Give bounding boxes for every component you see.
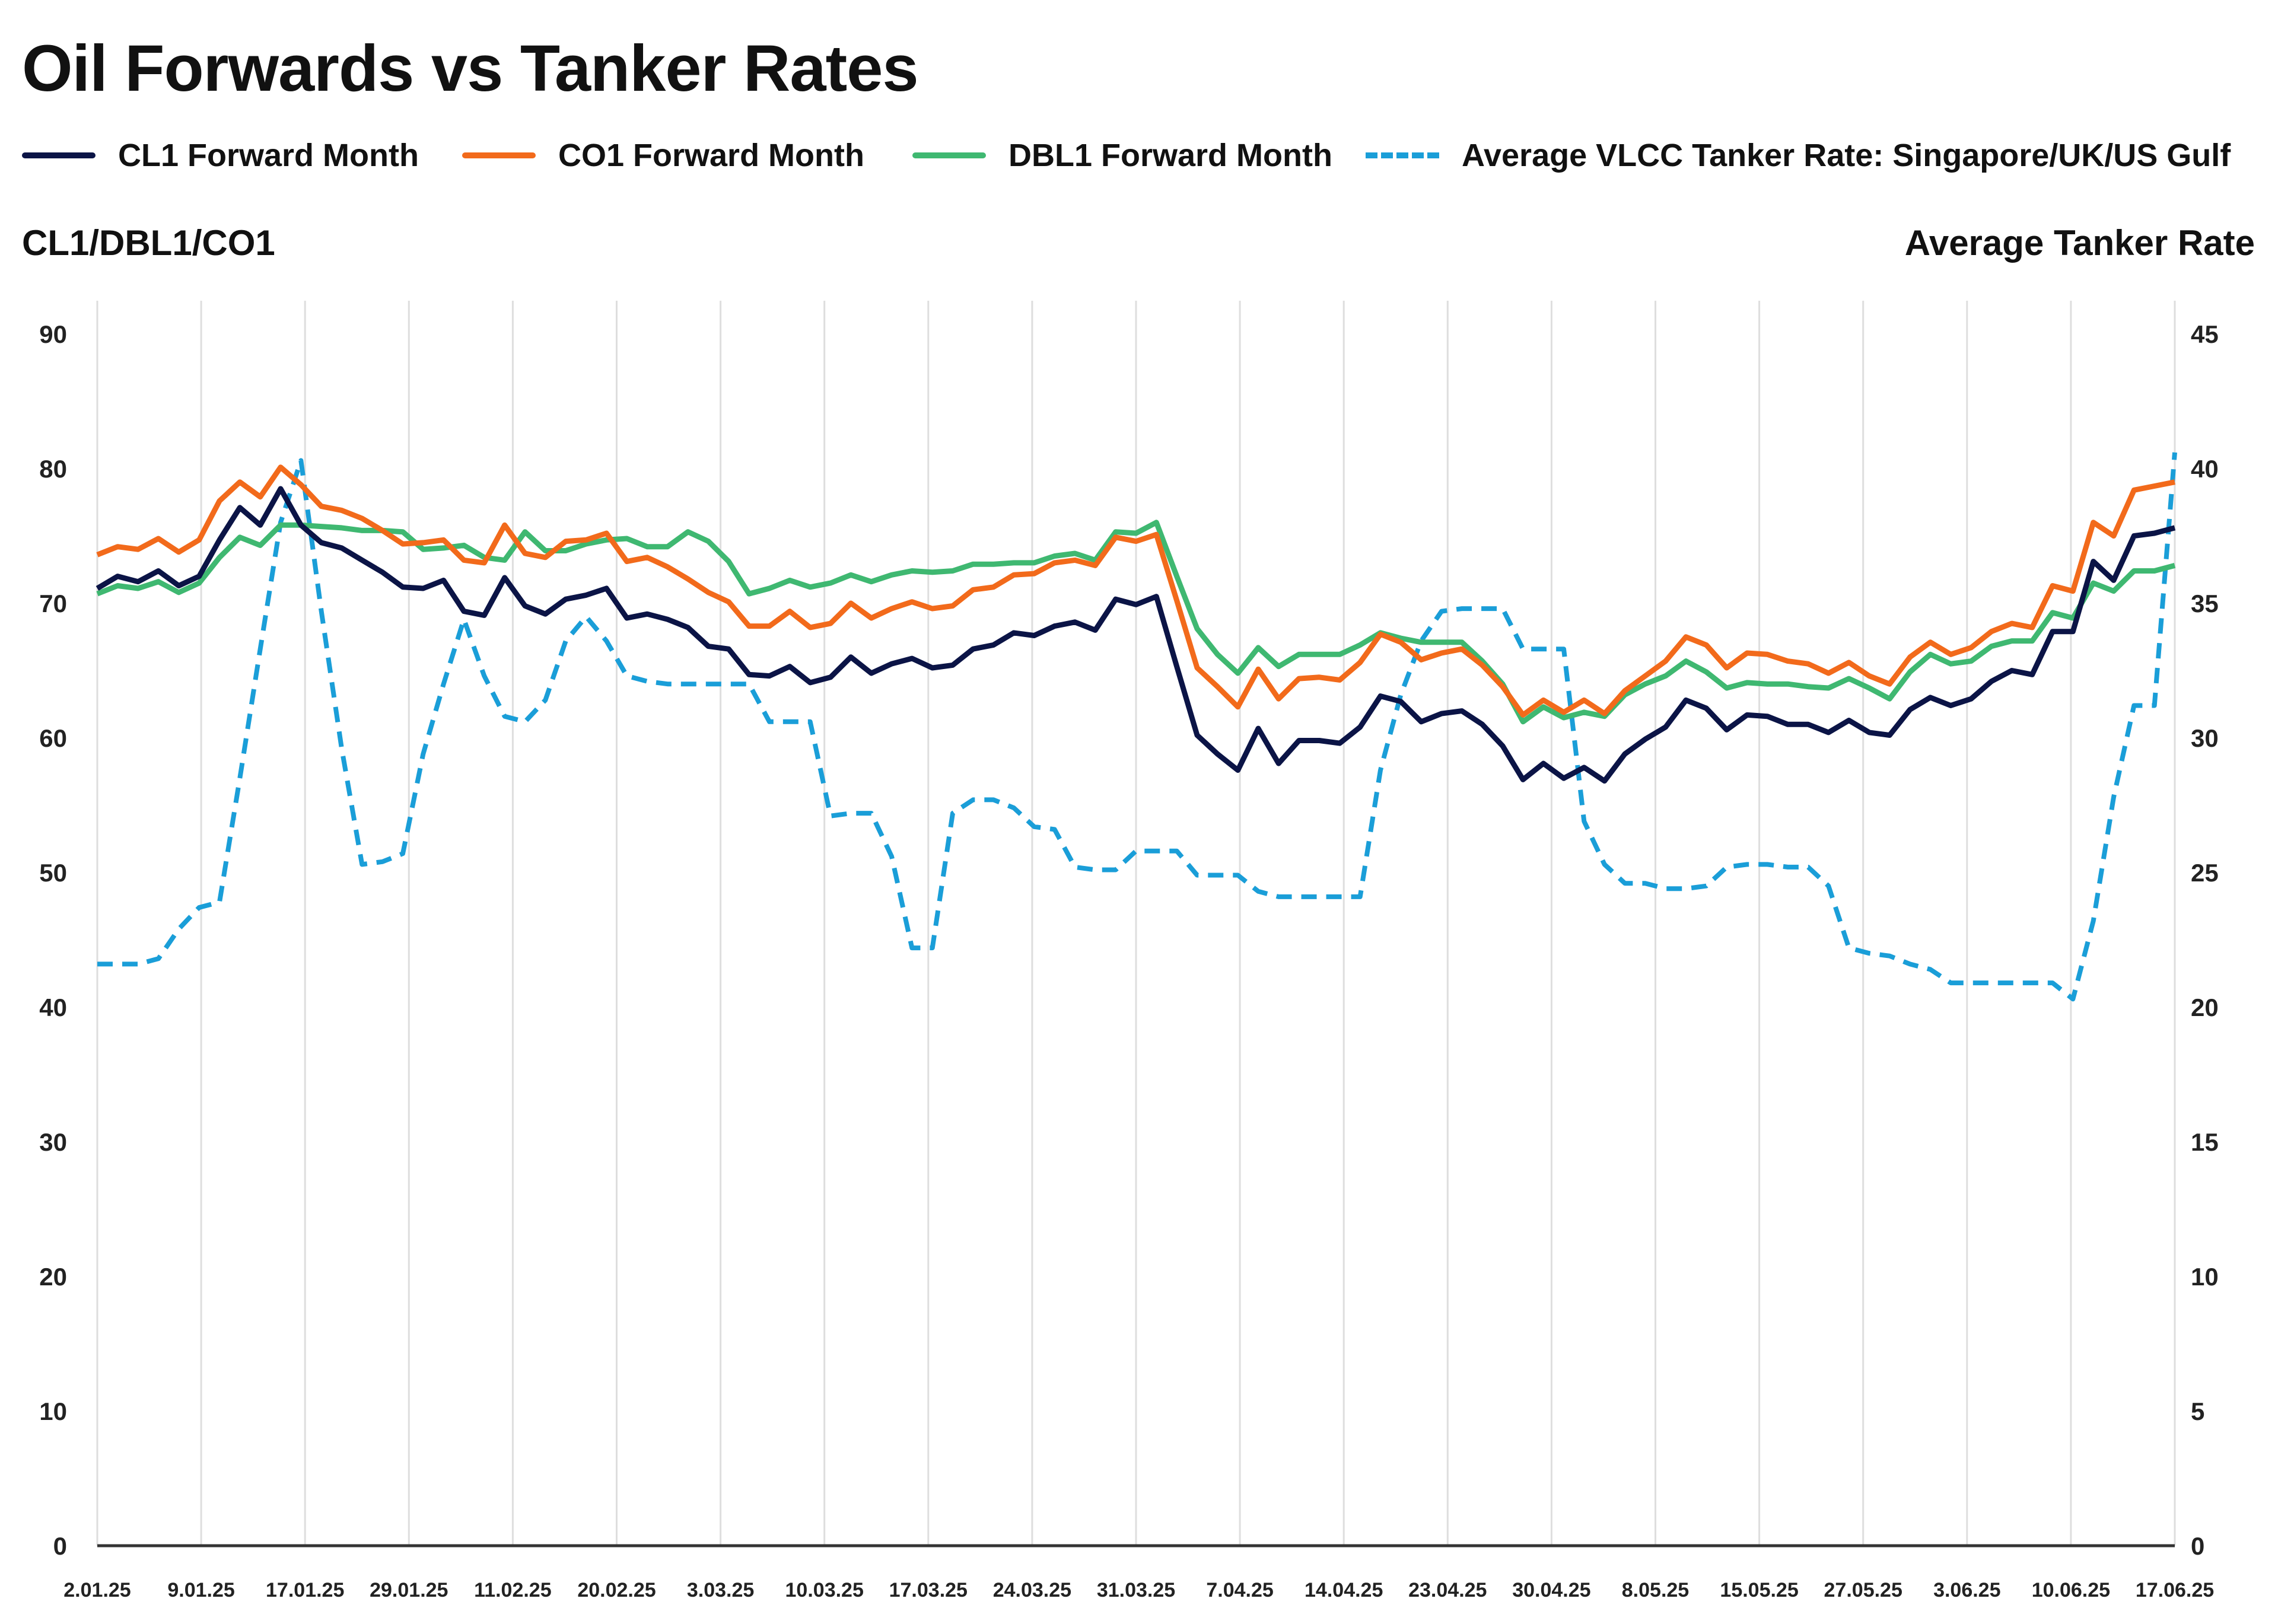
co1-series-line xyxy=(96,464,2175,718)
x-tick-label: 3.06.25 xyxy=(1933,1579,2000,1601)
x-tick-label: 17.06.25 xyxy=(2136,1579,2214,1601)
legend-label: CL1 Forward Month xyxy=(118,138,419,173)
x-tick-label: 8.05.25 xyxy=(1622,1579,1689,1601)
left-axis-title: CL1/DBL1/CO1 xyxy=(22,223,275,263)
legend-item-dbl1: DBL1 Forward Month xyxy=(912,138,1332,173)
legend-label: Average VLCC Tanker Rate: Singapore/UK/U… xyxy=(1462,138,2231,173)
left-y-tick-label: 70 xyxy=(39,590,67,617)
x-tick-label: 11.02.25 xyxy=(474,1579,551,1601)
right-y-tick-label: 30 xyxy=(2191,724,2219,752)
cl1-series-line xyxy=(96,486,2176,784)
right-y-tick-label: 20 xyxy=(2191,993,2219,1021)
legend-label: CO1 Forward Month xyxy=(558,138,864,173)
x-tick-label: 27.05.25 xyxy=(1824,1579,1902,1601)
legend-line-icon xyxy=(462,152,536,158)
legend-line-icon xyxy=(22,152,96,158)
right-y-tick-label: 10 xyxy=(2191,1263,2219,1291)
left-y-tick-label: 20 xyxy=(39,1263,67,1291)
x-tick-label: 30.04.25 xyxy=(1512,1579,1590,1601)
x-tick-label: 31.03.25 xyxy=(1097,1579,1175,1601)
x-tick-label: 15.05.25 xyxy=(1720,1579,1798,1601)
legend-item-co1: CO1 Forward Month xyxy=(462,138,864,173)
dbl1-series-line xyxy=(96,520,2176,725)
right-y-tick-label: 35 xyxy=(2191,590,2219,617)
right-y-tick-label: 25 xyxy=(2191,859,2219,887)
legend-label: DBL1 Forward Month xyxy=(1008,138,1332,173)
right-y-tick-label: 15 xyxy=(2191,1128,2219,1156)
x-tick-label: 7.04.25 xyxy=(1206,1579,1273,1601)
vlcc-tanker-rate-series-line xyxy=(97,452,2177,1002)
right-y-tick-label: 0 xyxy=(2191,1532,2204,1560)
left-y-tick-label: 40 xyxy=(39,993,67,1021)
left-y-tick-label: 50 xyxy=(39,859,67,887)
legend-dashed-line-icon xyxy=(1366,152,1439,158)
left-y-tick-label: 0 xyxy=(53,1532,67,1560)
legend-item-cl1: CL1 Forward Month xyxy=(22,138,419,173)
x-tick-label: 23.04.25 xyxy=(1408,1579,1487,1601)
left-y-tick-label: 10 xyxy=(39,1397,67,1425)
left-y-tick-label: 30 xyxy=(39,1128,67,1156)
right-y-tick-label: 5 xyxy=(2191,1397,2204,1425)
chart-title: Oil Forwards vs Tanker Rates xyxy=(22,32,919,105)
x-tick-label: 17.01.25 xyxy=(266,1579,344,1601)
left-y-tick-label: 80 xyxy=(39,455,67,483)
legend-line-icon xyxy=(912,152,986,158)
x-tick-label: 24.03.25 xyxy=(993,1579,1071,1601)
x-tick-label: 2.01.25 xyxy=(63,1579,131,1601)
right-y-tick-label: 40 xyxy=(2191,455,2219,483)
x-tick-label: 17.03.25 xyxy=(889,1579,968,1601)
x-tick-label: 3.03.25 xyxy=(687,1579,754,1601)
right-y-tick-label: 45 xyxy=(2191,320,2219,348)
x-tick-label: 20.02.25 xyxy=(577,1579,656,1601)
right-axis-title: Average Tanker Rate xyxy=(1904,223,2255,263)
left-y-tick-label: 60 xyxy=(39,724,67,752)
x-tick-label: 10.06.25 xyxy=(2032,1579,2110,1601)
x-tick-label: 29.01.25 xyxy=(370,1579,448,1601)
x-tick-label: 10.03.25 xyxy=(785,1579,864,1601)
legend-item-vlcc: Average VLCC Tanker Rate: Singapore/UK/U… xyxy=(1366,138,2231,173)
x-tick-label: 9.01.25 xyxy=(167,1579,234,1601)
left-y-tick-label: 90 xyxy=(39,320,67,348)
x-tick-label: 14.04.25 xyxy=(1305,1579,1383,1601)
